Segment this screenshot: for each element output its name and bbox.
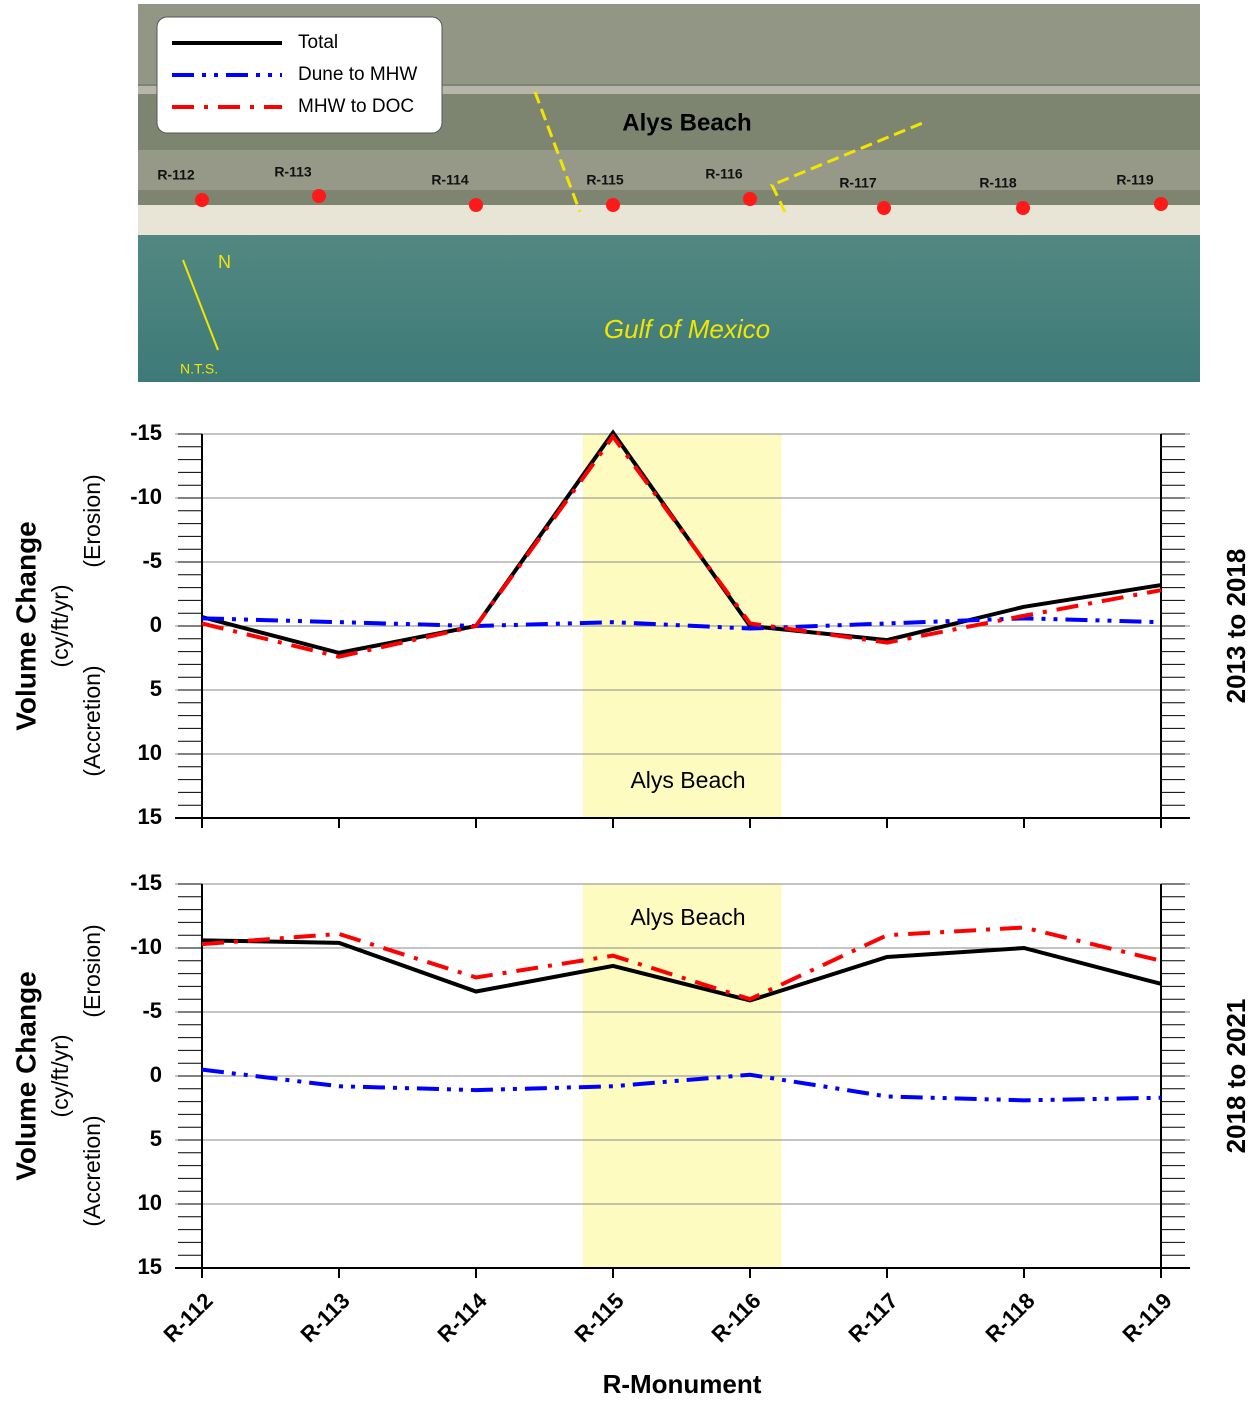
figure: Alys Beach Gulf of Mexico N N.T.S. Total… xyxy=(0,0,1258,1403)
y-tick-label: 0 xyxy=(150,612,162,637)
y-tick-label: -15 xyxy=(130,420,162,445)
monument-label: R-115 xyxy=(586,172,624,188)
annotation: Alys Beach xyxy=(630,767,745,793)
aerial-map: Alys Beach Gulf of Mexico N N.T.S. xyxy=(138,4,1200,382)
scale-label: N.T.S. xyxy=(180,361,218,377)
y-tick-label: -10 xyxy=(130,934,162,959)
annotation: Alys Beach xyxy=(630,904,745,930)
x-tick-label: R-114 xyxy=(432,1287,492,1347)
legend-label: MHW to DOC xyxy=(298,96,414,117)
monument-label: R-117 xyxy=(839,175,877,191)
north-label: N xyxy=(218,252,231,272)
y-tick-label: 5 xyxy=(150,676,162,701)
monument-dot xyxy=(1016,201,1030,215)
x-tick-label: R-116 xyxy=(706,1288,765,1347)
monument-label: R-112 xyxy=(157,167,195,183)
y-tick-label: -15 xyxy=(130,870,162,895)
map-title: Alys Beach xyxy=(622,109,751,136)
y-axis-top-label: (Erosion) xyxy=(79,474,105,567)
y-tick-label: 0 xyxy=(150,1062,162,1087)
monument-dot xyxy=(1154,197,1168,211)
x-axis-label: R-Monument xyxy=(603,1369,762,1399)
y-tick-label: 10 xyxy=(138,740,162,765)
period-label: 2013 to 2018 xyxy=(1221,549,1251,704)
monument-label: R-114 xyxy=(431,172,469,188)
monument-dot xyxy=(195,193,209,207)
y-tick-label: -5 xyxy=(142,548,162,573)
y-tick-label: 15 xyxy=(138,804,162,829)
water-label: Gulf of Mexico xyxy=(604,314,770,344)
x-tick-label: R-118 xyxy=(980,1288,1039,1347)
x-tick-label: R-112 xyxy=(158,1288,217,1347)
monument-label: R-116 xyxy=(705,166,743,182)
monument-dot xyxy=(743,192,757,206)
y-tick-label: -10 xyxy=(130,484,162,509)
y-axis-units: (cy/ft/yr) xyxy=(47,1034,73,1117)
y-axis-label: Volume Change xyxy=(10,521,41,731)
x-tick-label: R-117 xyxy=(843,1288,902,1347)
period-label: 2018 to 2021 xyxy=(1221,999,1251,1154)
y-tick-label: 10 xyxy=(138,1190,162,1215)
monument-dot xyxy=(469,198,483,212)
y-tick-label: 5 xyxy=(150,1126,162,1151)
legend-label: Total xyxy=(298,32,338,53)
x-tick-label: R-115 xyxy=(569,1288,628,1347)
monument-dot xyxy=(877,201,891,215)
y-axis-bottom-label: (Accretion) xyxy=(79,665,105,776)
y-tick-label: -5 xyxy=(142,998,162,1023)
monument-label: R-119 xyxy=(1116,172,1154,188)
y-axis-units: (cy/ft/yr) xyxy=(47,584,73,667)
x-tick-label: R-119 xyxy=(1117,1288,1176,1347)
y-tick-label: 15 xyxy=(138,1254,162,1279)
y-axis-top-label: (Erosion) xyxy=(79,924,105,1017)
y-axis-bottom-label: (Accretion) xyxy=(79,1115,105,1226)
monument-label: R-113 xyxy=(274,164,312,180)
y-axis-label: Volume Change xyxy=(10,971,41,1181)
legend-label: Dune to MHW xyxy=(298,64,417,85)
monument-dot xyxy=(312,189,326,203)
x-tick-label: R-113 xyxy=(295,1288,354,1347)
monument-label: R-118 xyxy=(979,175,1017,191)
monument-dot xyxy=(606,198,620,212)
beach xyxy=(138,205,1200,235)
